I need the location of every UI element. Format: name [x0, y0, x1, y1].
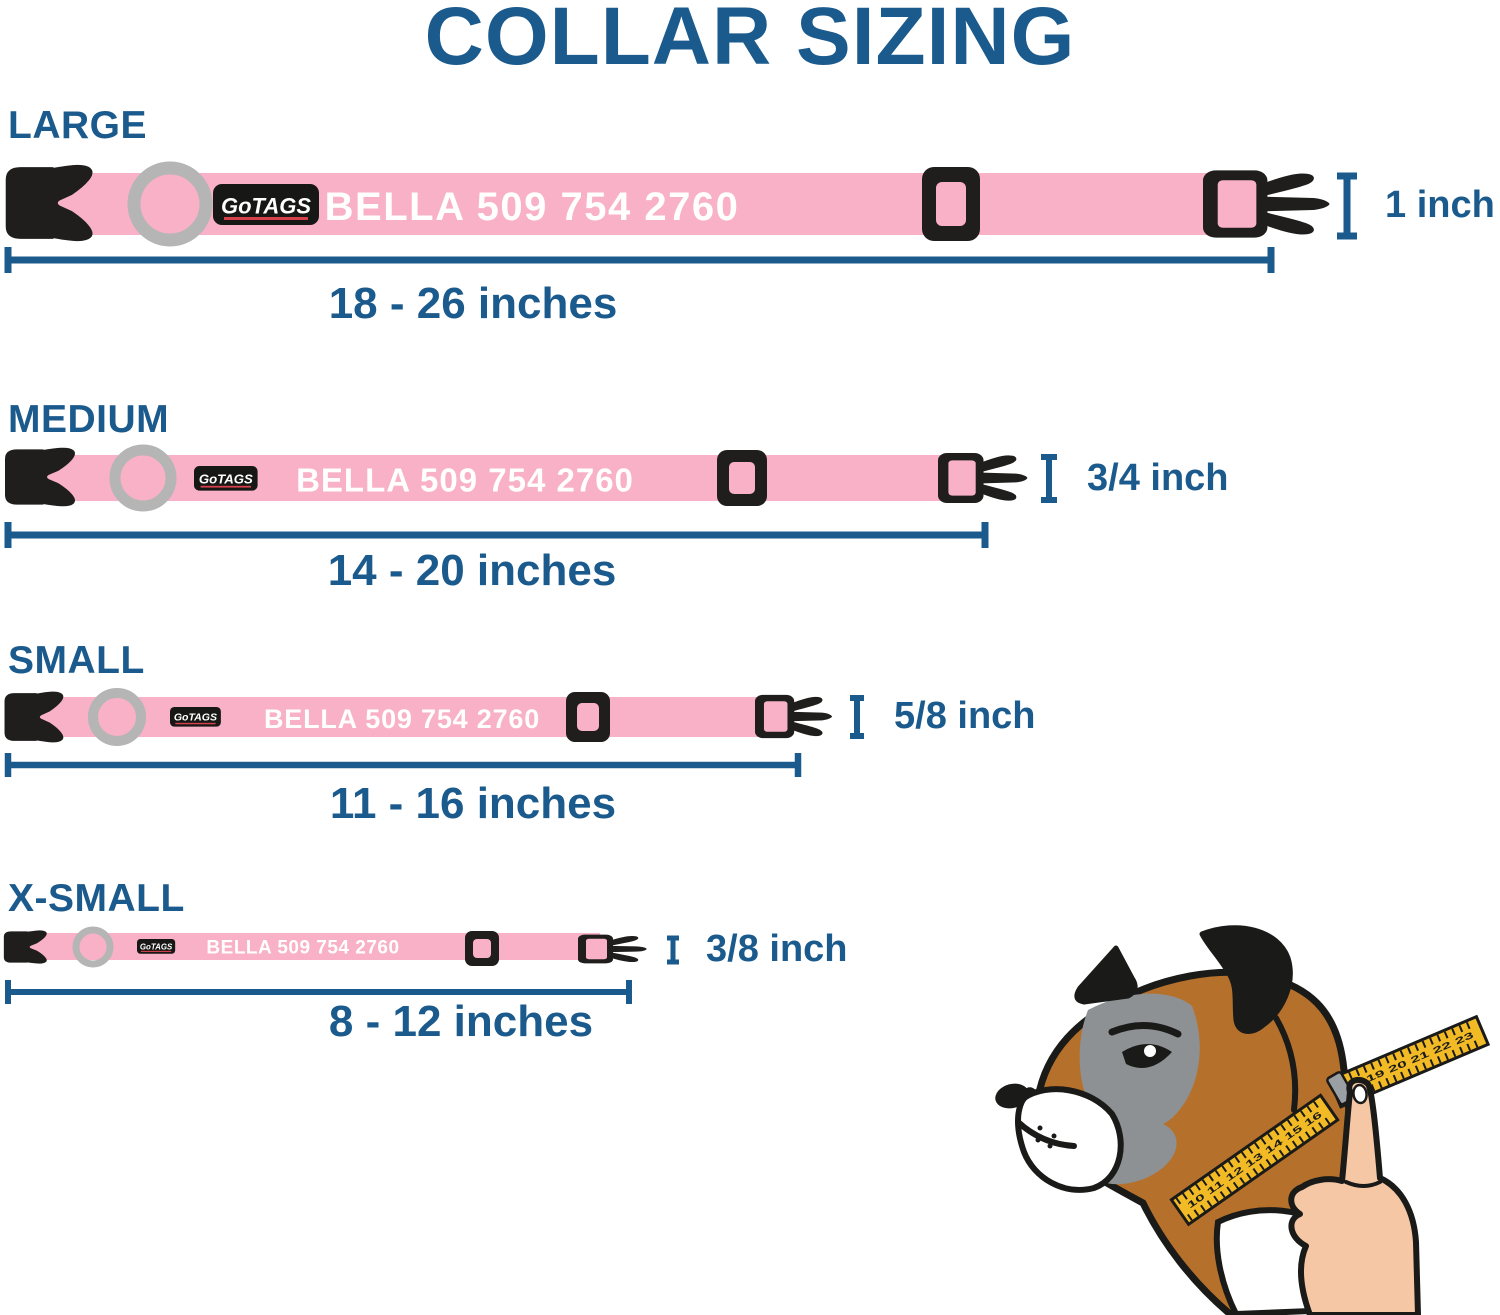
range-label-small: 11 - 16 inches: [329, 779, 617, 828]
tri-glide-slider: [566, 692, 610, 742]
width-bracket: [1041, 454, 1057, 503]
collar-strap: [18, 697, 790, 737]
fingernail: [1352, 1083, 1368, 1105]
knuckle-crease: [1344, 1180, 1382, 1188]
brow-line: [1108, 1021, 1182, 1038]
collar-personalization-text: BELLA 509 754 2760: [325, 185, 740, 229]
tri-glide-slider: [465, 931, 499, 966]
collar-strap: [22, 455, 975, 501]
tri-glide-slider: [922, 167, 980, 241]
range-label-large: 18 - 26 inches: [328, 279, 618, 328]
d-ring: [127, 161, 213, 247]
length-measure-line: [5, 980, 632, 1004]
eye-glint: [1144, 1045, 1156, 1057]
width-bracket: [850, 695, 864, 739]
size-label-small: SMALL: [8, 639, 145, 682]
brand-tag: [194, 466, 258, 491]
collar-graphic-medium: BELLA 509 754 2760: [4, 444, 1057, 548]
size-label-x-small: X-SMALL: [8, 877, 185, 920]
d-ring: [109, 444, 177, 512]
muzzle-dots: [1035, 1125, 1057, 1149]
brand-tag: [170, 707, 221, 727]
collar-graphic-x-small: BELLA 509 754 2760: [3, 926, 679, 1004]
width-label-small: 5/8 inch: [894, 695, 1036, 737]
buckle-female: [1201, 169, 1330, 239]
length-measure-line: [4, 753, 802, 777]
width-label-medium: 3/4 inch: [1087, 457, 1229, 499]
d-ring: [72, 926, 114, 968]
buckle-female: [754, 694, 832, 739]
width-label-x-small: 3/8 inch: [706, 928, 848, 970]
width-bracket: [1337, 172, 1357, 240]
ear-left: [1074, 945, 1138, 1005]
muzzle: [1015, 1086, 1124, 1193]
range-label-x-small: 8 - 12 inches: [328, 997, 594, 1046]
length-measure-line: [4, 247, 1275, 273]
dog-measurement-illustration: 10 11 12 13 14 15 16 18 19 20 21 22 23: [995, 925, 1491, 1315]
nose: [995, 1083, 1029, 1109]
size-label-medium: MEDIUM: [8, 398, 170, 441]
mouth-line: [1015, 1119, 1077, 1149]
collar-graphic-small: BELLA 509 754 2760: [4, 688, 864, 777]
brand-tag: [137, 939, 176, 954]
collar-personalization-text: BELLA 509 754 2760: [206, 938, 399, 959]
collar-personalization-text: BELLA 509 754 2760: [296, 462, 634, 499]
hand: [1288, 1076, 1421, 1315]
d-ring: [88, 688, 146, 746]
collar-graphic-large: BELLA 509 754 2760: [4, 161, 1357, 273]
width-bracket: [667, 935, 679, 965]
buckle-female: [937, 452, 1028, 504]
collar-personalization-text: BELLA 509 754 2760: [264, 704, 540, 734]
tri-glide-slider: [717, 450, 767, 506]
length-measure-line: [4, 522, 989, 548]
range-label-medium: 14 - 20 inches: [327, 546, 617, 595]
buckle-female: [577, 933, 647, 965]
neck-crease: [1273, 1015, 1299, 1113]
brand-tag: [213, 184, 319, 225]
size-label-large: LARGE: [8, 104, 147, 147]
page-title: COLLAR SIZING: [424, 0, 1076, 82]
width-label-large: 1 inch: [1385, 184, 1495, 226]
ear-right: [1199, 925, 1293, 1034]
